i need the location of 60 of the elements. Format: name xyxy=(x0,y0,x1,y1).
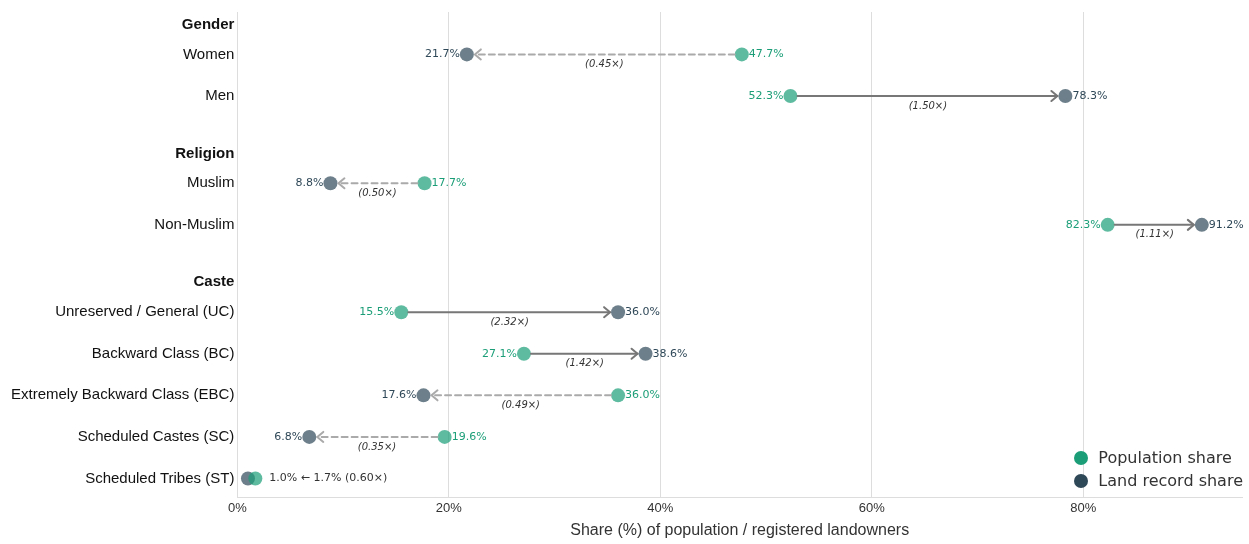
point xyxy=(638,346,653,361)
point xyxy=(734,47,749,62)
y-tick-label: Gender xyxy=(181,14,235,32)
annotation: (0.50×) xyxy=(358,186,397,198)
y-tick-label: Muslim xyxy=(186,173,235,191)
point xyxy=(417,176,432,191)
annotation: (0.49×) xyxy=(501,398,541,410)
point xyxy=(611,388,626,403)
annotation: (1.11×) xyxy=(1135,228,1174,240)
point xyxy=(1100,217,1115,232)
point xyxy=(248,471,263,486)
y-tick-label: Non-Muslim xyxy=(154,215,235,233)
data-label: 8.8% xyxy=(295,176,324,190)
point xyxy=(1058,88,1073,103)
point xyxy=(416,388,431,403)
point xyxy=(783,88,798,103)
data-label: 47.7% xyxy=(748,47,784,61)
point xyxy=(459,47,474,62)
data-label: 52.3% xyxy=(748,88,784,102)
point xyxy=(437,429,452,444)
data-label: 15.5% xyxy=(359,305,395,319)
data-label: 36.0% xyxy=(625,388,661,402)
data-label: 78.3% xyxy=(1072,88,1108,102)
x-tick-label: 60% xyxy=(858,499,886,515)
point xyxy=(323,176,338,191)
y-tick-label: Extremely Backward Class (EBC) xyxy=(10,385,235,403)
y-tick-label: Caste xyxy=(193,272,235,290)
annotation: (1.42×) xyxy=(565,357,604,369)
legend-label: Population share xyxy=(1098,448,1232,467)
data-label: 17.6% xyxy=(381,388,417,402)
annotation: 1.0% ← 1.7% (0.60×) xyxy=(269,471,388,485)
x-tick-label: 40% xyxy=(647,499,674,515)
annotation: (0.35×) xyxy=(357,440,397,452)
data-label: 17.7% xyxy=(431,176,467,190)
point xyxy=(302,429,317,444)
y-tick-label: Unreserved / General (UC) xyxy=(55,302,235,320)
point xyxy=(1194,217,1209,232)
data-label: 82.3% xyxy=(1065,217,1101,231)
y-tick-label: Backward Class (BC) xyxy=(91,343,235,361)
data-label: 91.2% xyxy=(1208,217,1244,231)
x-tick-label: 0% xyxy=(227,499,248,515)
legend-label: Land record share xyxy=(1098,471,1243,490)
y-tick-label: Men xyxy=(205,86,235,104)
data-label: 21.7% xyxy=(424,47,460,61)
data-label: 27.1% xyxy=(482,346,517,360)
data-label: 19.6% xyxy=(451,429,487,443)
data-label: 36.0% xyxy=(625,305,661,319)
data-label: 6.8% xyxy=(274,429,303,443)
x-tick-label: 80% xyxy=(1070,499,1097,515)
x-axis-title: Share (%) of population / registered landowners xyxy=(570,520,910,538)
data-label: 38.6% xyxy=(652,346,688,360)
x-tick-label: 20% xyxy=(435,499,463,515)
annotation: (0.45×) xyxy=(585,58,624,69)
annotation: (1.50×) xyxy=(908,99,948,111)
y-tick-label: Women xyxy=(182,44,235,62)
y-tick-label: Scheduled Castes (SC) xyxy=(77,427,235,445)
annotation: (2.32×) xyxy=(490,315,529,327)
y-tick-label: Scheduled Tribes (ST) xyxy=(85,468,235,486)
point xyxy=(516,346,531,361)
y-tick-label: Religion xyxy=(175,143,235,161)
